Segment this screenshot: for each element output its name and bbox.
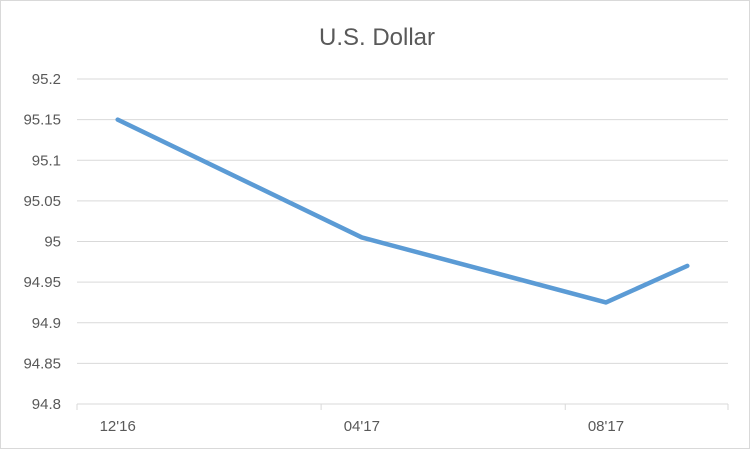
x-tick-label: 08'17: [588, 418, 624, 435]
series-layer: [118, 120, 688, 303]
x-tick-label: 12'16: [100, 418, 136, 435]
y-tick-label: 94.9: [32, 315, 61, 332]
y-tick-label: 95.1: [32, 152, 61, 169]
x-axis-tick-labels: 12'16 04'17 08'17: [100, 418, 624, 435]
y-tick-label: 95.05: [23, 193, 61, 210]
y-tick-label: 94.8: [32, 396, 61, 413]
x-tick-label: 04'17: [344, 418, 380, 435]
axes: [77, 404, 728, 410]
gridlines: [77, 79, 728, 404]
y-axis-tick-labels: 95.2 95.15 95.1 95.05 95 94.95 94.9 94.85 94.8: [23, 71, 61, 413]
y-tick-label: 94.85: [23, 355, 61, 372]
series-line-us-dollar: [118, 120, 688, 303]
y-tick-label: 95: [44, 234, 61, 251]
y-tick-label: 95.15: [23, 112, 61, 129]
chart-title: U.S. Dollar: [319, 24, 435, 51]
y-tick-label: 94.95: [23, 274, 61, 291]
y-tick-label: 95.2: [32, 71, 61, 88]
